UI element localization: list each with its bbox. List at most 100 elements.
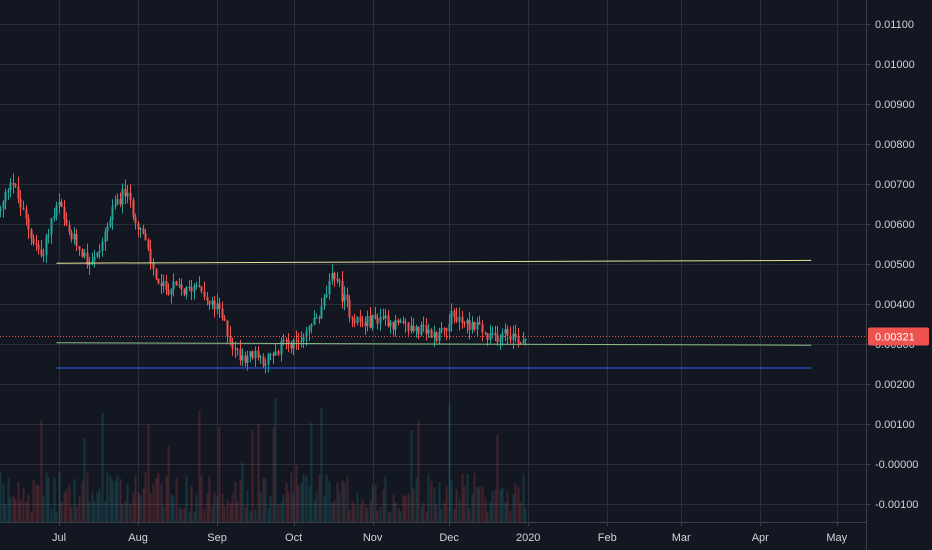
candle-body xyxy=(104,231,107,243)
candle-body xyxy=(109,220,112,227)
volume-bar xyxy=(468,508,471,522)
volume-bar xyxy=(320,408,323,522)
candle-body xyxy=(88,262,91,266)
candle-body xyxy=(241,355,244,361)
volume-bar xyxy=(223,506,226,522)
volume-bar xyxy=(425,511,428,522)
volume-bar xyxy=(433,487,436,522)
volume-bar xyxy=(504,501,507,522)
candle-body xyxy=(328,280,331,295)
volume-bar xyxy=(236,501,239,522)
candle-body xyxy=(415,326,418,331)
candle-body xyxy=(461,316,464,323)
candle-body xyxy=(22,207,25,210)
candle-body xyxy=(264,364,267,366)
candle-body xyxy=(499,337,502,343)
volume-bar xyxy=(282,494,285,522)
volume-bar xyxy=(193,511,196,522)
candle-body xyxy=(124,188,127,197)
candle-body xyxy=(83,252,86,257)
candle-body xyxy=(473,321,476,330)
volume-bar xyxy=(239,480,242,522)
candle-body xyxy=(290,343,293,349)
trend-line[interactable] xyxy=(56,259,812,264)
volume-bar xyxy=(461,473,464,522)
candle-body xyxy=(129,192,132,200)
volume-bar xyxy=(50,508,53,522)
candle-body xyxy=(111,206,114,221)
candle-body xyxy=(218,303,221,309)
volume-bar xyxy=(19,499,22,522)
candle-body xyxy=(455,317,458,322)
candle-body xyxy=(346,294,349,300)
volume-bar xyxy=(524,508,527,522)
volume-bar xyxy=(328,481,331,522)
volume-bar xyxy=(234,481,237,522)
y-tick-label: 0.01100 xyxy=(875,19,914,31)
volume-bar xyxy=(315,491,318,522)
volume-bar xyxy=(333,500,336,522)
volume-bar xyxy=(412,488,415,522)
volume-bar xyxy=(466,473,469,522)
volume-bar xyxy=(359,504,362,522)
volume-bar xyxy=(473,473,476,522)
candle-body xyxy=(139,228,142,230)
candle-body xyxy=(318,317,321,319)
candle-body xyxy=(229,335,232,342)
candle-body xyxy=(280,341,283,355)
trend-lines-layer[interactable] xyxy=(56,259,812,369)
candle-body xyxy=(234,348,237,350)
candle-body xyxy=(371,314,374,328)
candle-body xyxy=(420,324,423,335)
volume-bar xyxy=(152,483,155,522)
volume-bar xyxy=(313,501,316,522)
price-axis[interactable]: 0.01100 0.01000 0.00900 0.00800 0.00700 0.006… xyxy=(866,19,918,511)
volume-bar xyxy=(142,488,145,522)
candle-body xyxy=(7,189,10,192)
candle-body xyxy=(236,348,239,350)
candle-body xyxy=(463,322,466,324)
volume-bar xyxy=(119,479,122,522)
volume-bar xyxy=(325,475,328,522)
volume-bar xyxy=(157,472,160,522)
candle-body xyxy=(249,351,252,357)
trend-line[interactable] xyxy=(56,342,812,346)
volume-bar xyxy=(336,482,339,522)
volume-bar xyxy=(155,477,158,522)
volume-bar xyxy=(430,480,433,522)
volume-bar xyxy=(30,511,33,522)
volume-bar xyxy=(160,483,163,522)
candle-body xyxy=(389,322,392,327)
volume-bar xyxy=(351,500,354,522)
candle-body xyxy=(320,306,323,319)
candle-body xyxy=(522,340,525,344)
volume-bar xyxy=(338,492,341,522)
candle-body xyxy=(458,316,461,322)
candle-body xyxy=(504,329,507,334)
candle-body xyxy=(42,255,45,257)
volume-bar xyxy=(496,435,499,522)
candle-body xyxy=(208,300,211,305)
candle-body xyxy=(172,281,175,289)
volume-bar xyxy=(499,489,502,522)
volume-bar xyxy=(170,494,173,522)
candle-body xyxy=(239,349,242,361)
candle-body xyxy=(259,356,262,358)
candle-body xyxy=(190,287,193,292)
volume-bar xyxy=(361,499,364,522)
volume-bar xyxy=(308,486,311,522)
y-tick-label: 0.00900 xyxy=(875,99,915,111)
candle-body xyxy=(443,328,446,330)
candle-body xyxy=(165,281,168,291)
candle-body xyxy=(35,243,38,245)
volume-bar xyxy=(501,487,504,522)
volume-bar xyxy=(402,495,405,522)
candle-body xyxy=(60,201,63,208)
volume-bar xyxy=(7,477,10,522)
candle-body xyxy=(486,333,489,340)
volume-bar xyxy=(280,502,283,522)
time-axis[interactable]: Jul Aug Sep Oct Nov Dec 2020 Feb Mar Apr May xyxy=(52,522,848,544)
